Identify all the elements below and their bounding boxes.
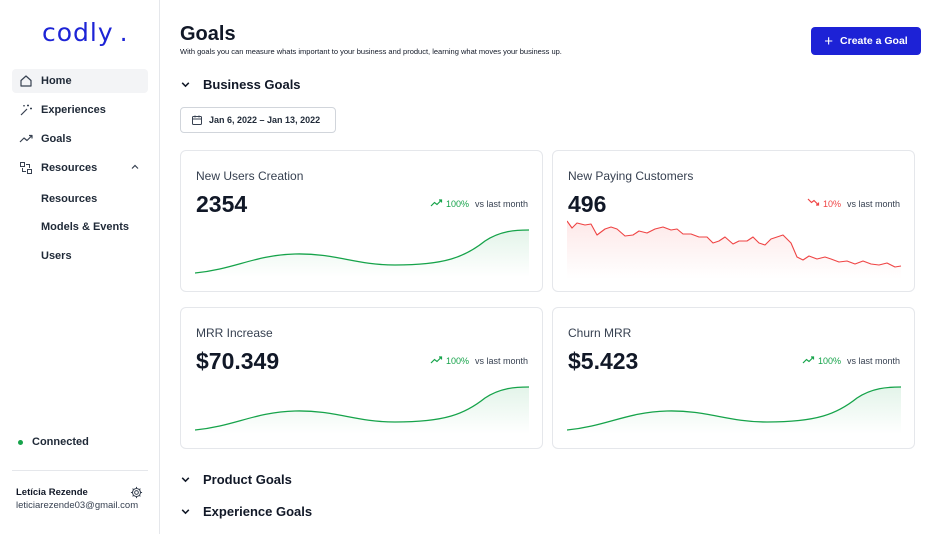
card-label: New Users Creation (196, 169, 304, 183)
home-icon (18, 73, 34, 89)
trend-percent: 100% (817, 355, 841, 366)
sidebar-subitem-users[interactable]: Users (41, 250, 72, 262)
chevron-down-icon (180, 79, 192, 90)
sidebar-item-experiences[interactable]: Experiences (12, 98, 148, 122)
card-label: MRR Increase (196, 326, 273, 340)
gear-icon[interactable] (130, 486, 143, 504)
page-title: Goals (180, 23, 236, 45)
sidebar-item-resources[interactable]: Resources (12, 156, 148, 180)
trending-down-icon (807, 198, 820, 209)
trend-percent: 100% (445, 355, 469, 366)
trend-indicator: 10% vs last month (807, 198, 900, 209)
date-range-label: Jan 6, 2022 – Jan 13, 2022 (209, 115, 321, 125)
chevron-down-icon (180, 474, 192, 485)
resources-icon (18, 160, 34, 176)
trending-up-icon (802, 355, 815, 366)
section-title: Product Goals (203, 472, 292, 487)
user-name: Letícia Rezende (16, 487, 88, 498)
magic-wand-icon (18, 102, 34, 118)
card-value: $5.423 (568, 348, 639, 374)
logo-text: codly (42, 18, 114, 47)
sidebar-item-label: Home (41, 75, 72, 87)
card-label: New Paying Customers (568, 169, 694, 183)
user-email: leticiarezende03@gmail.com (16, 500, 139, 511)
goal-card-churn-mrr[interactable]: Churn MRR $5.423 100% vs last month (552, 307, 915, 449)
page-subtitle: With goals you can measure whats importa… (180, 47, 562, 56)
calendar-icon (191, 114, 203, 126)
trend-text: vs last month (474, 198, 528, 209)
sparkline-chart (195, 229, 529, 277)
sparkline-chart (567, 220, 902, 279)
status-label: Connected (32, 436, 89, 448)
plus-icon: + (824, 32, 834, 50)
connection-status: Connected (18, 436, 89, 448)
create-goal-button[interactable]: + Create a Goal (811, 27, 921, 55)
sidebar-item-label: Goals (41, 133, 72, 145)
section-product-goals[interactable]: Product Goals (180, 472, 292, 487)
section-business-goals[interactable]: Business Goals (180, 77, 301, 92)
card-label: Churn MRR (568, 326, 632, 340)
trend-indicator: 100% vs last month (430, 355, 528, 366)
goal-card-new-users[interactable]: New Users Creation 2354 100% vs last mon… (180, 150, 543, 292)
create-goal-label: Create a Goal (840, 35, 908, 47)
trending-up-icon (18, 131, 34, 147)
card-value: $70.349 (196, 348, 280, 374)
section-title: Business Goals (203, 77, 301, 92)
sidebar-item-label: Resources (41, 162, 98, 174)
trend-indicator: 100% vs last month (430, 198, 528, 209)
app-logo[interactable]: codly. (42, 18, 129, 47)
trend-text: vs last month (846, 198, 900, 209)
sidebar-divider (12, 470, 148, 471)
trend-text: vs last month (474, 355, 528, 366)
trend-percent: 100% (445, 198, 469, 209)
sparkline-chart (567, 386, 901, 434)
trend-indicator: 100% vs last month (802, 355, 900, 366)
section-experience-goals[interactable]: Experience Goals (180, 504, 312, 519)
trend-text: vs last month (846, 355, 900, 366)
status-dot (18, 439, 23, 445)
logo-dot: . (119, 18, 129, 47)
sidebar-item-home[interactable]: Home (12, 69, 148, 93)
trend-percent: 10% (822, 198, 841, 209)
card-value: 496 (568, 191, 607, 217)
sidebar-item-label: Experiences (41, 104, 106, 116)
goal-card-new-paying-customers[interactable]: New Paying Customers 496 10% vs last mon… (552, 150, 915, 292)
sidebar: codly. Home Experiences Goals Resources … (0, 0, 160, 534)
sidebar-subitem-resources[interactable]: Resources (41, 193, 98, 205)
trending-up-icon (430, 355, 443, 366)
sparkline-chart (195, 386, 529, 434)
chevron-down-icon (180, 506, 192, 517)
sidebar-item-goals[interactable]: Goals (12, 127, 148, 151)
sidebar-subitem-models-events[interactable]: Models & Events (41, 221, 130, 233)
card-value: 2354 (196, 191, 248, 217)
date-range-picker[interactable]: Jan 6, 2022 – Jan 13, 2022 (180, 107, 336, 133)
trending-up-icon (430, 198, 443, 209)
section-title: Experience Goals (203, 504, 313, 519)
goal-card-mrr-increase[interactable]: MRR Increase $70.349 100% vs last month (180, 307, 543, 449)
chevron-up-icon[interactable] (130, 162, 140, 175)
